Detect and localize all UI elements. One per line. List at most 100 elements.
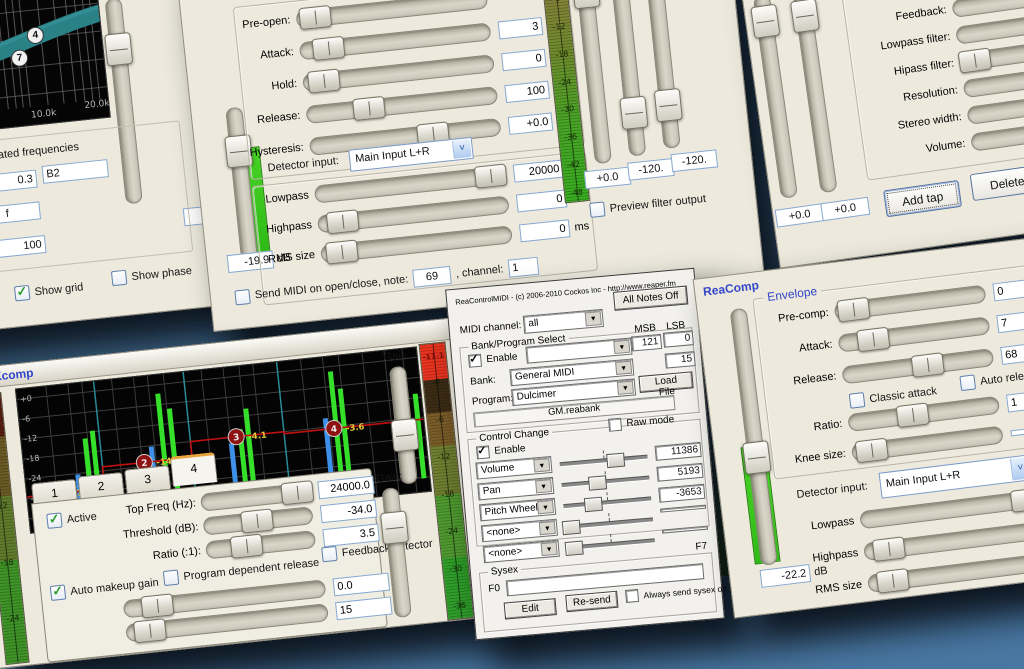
gate-rms-thumb[interactable] — [324, 239, 359, 265]
xcomp-ratio-thumb[interactable] — [229, 533, 264, 559]
gate-attack-thumb[interactable] — [311, 35, 346, 62]
comp-highpass-thumb[interactable] — [872, 536, 907, 562]
gate-wet-thumb[interactable] — [571, 0, 601, 9]
cc5-slider[interactable] — [564, 534, 655, 557]
reacontrolmidi-window: ReaControlMIDI - (c) 2006-2010 Cockos In… — [445, 267, 782, 641]
dropdown-arrow-icon[interactable]: ▼ — [584, 311, 602, 327]
show-phase-label: Show phase — [130, 264, 193, 283]
comp-envelope-title: Envelope — [762, 283, 822, 305]
comp-knee-thumb[interactable] — [854, 437, 890, 464]
xcomp-feedback-detector-checkbox[interactable] — [321, 545, 338, 563]
eq-graph[interactable]: 10.0k 20.0k 4 7 — [0, 0, 111, 145]
gate-release-thumb[interactable] — [351, 95, 386, 122]
xcomp-attack-thumb[interactable] — [140, 593, 175, 619]
xcomp-tab-4[interactable]: 4 — [169, 452, 218, 487]
reaxcomp-title: ReaXcomp — [0, 365, 35, 387]
xcomp-gain-thumb[interactable] — [390, 418, 420, 453]
gate-floor-thumb[interactable] — [653, 87, 683, 123]
comp-rms-thumb[interactable] — [875, 567, 911, 594]
comp-auto-release-checkbox[interactable] — [959, 374, 977, 392]
eq-xlabel-10k: 10.0k — [31, 108, 58, 121]
reaxcomp-window: ReaXcomp -6 -12 -18 -24 — [0, 316, 493, 669]
show-phase-checkbox[interactable] — [110, 269, 128, 287]
xcomp-band2-num: 2 — [141, 459, 148, 470]
delay-wet-slider[interactable] — [750, 0, 799, 199]
cc4-thumb[interactable] — [562, 519, 582, 536]
gate-midi-channel-value[interactable]: 1 — [507, 256, 540, 278]
cc-enable-checkbox[interactable] — [475, 445, 491, 460]
eq-curve-svg: 10.0k 20.0k — [0, 0, 111, 121]
cc2-thumb[interactable] — [588, 475, 608, 491]
delay-wet-value[interactable]: +0.0 — [774, 203, 825, 228]
delay-dry-thumb[interactable] — [789, 0, 821, 34]
gate-preopen-thumb[interactable] — [298, 4, 333, 31]
comp-classic-attack-checkbox[interactable] — [848, 392, 866, 409]
cc5-thumb[interactable] — [564, 540, 584, 557]
xcomp-threshold-thumb[interactable] — [239, 508, 274, 534]
svg-text:+0: +0 — [20, 394, 33, 404]
svg-text:-6: -6 — [22, 414, 31, 424]
comp-precomp-thumb[interactable] — [835, 296, 871, 323]
sysex-always-checkbox[interactable] — [625, 588, 640, 603]
reaeq-window: 10.0k 20.0k 4 7 Gain: 5.1 Automated freq… — [0, 0, 237, 342]
comp-knee-value[interactable] — [1010, 424, 1024, 437]
xcomp-auto-makeup-checkbox[interactable] — [49, 584, 67, 601]
gate-hold-thumb[interactable] — [306, 68, 341, 94]
xcomp-band3-threshold: -4.1 — [248, 431, 268, 443]
reacomp-window: ReaComp -22.2 dB Envelope Pre-comp: 0 At… — [692, 233, 1024, 619]
eq-gain-slider-thumb[interactable] — [104, 31, 134, 67]
xcomp-band4-threshold: -3.6 — [345, 422, 365, 434]
dropdown-arrow-icon[interactable]: ▼ — [615, 360, 633, 375]
midi-channel-select[interactable]: all ▼ — [522, 308, 604, 334]
delete-tap-button[interactable]: Delete tap — [969, 161, 1024, 202]
sysex-f0-label: F0 — [487, 582, 501, 595]
gate-highpass-thumb[interactable] — [325, 209, 360, 235]
comp-lowpass-thumb[interactable] — [1009, 487, 1024, 513]
show-grid-label: Show grid — [34, 280, 84, 298]
lsb-value[interactable]: 0 — [662, 330, 694, 348]
dropdown-arrow-icon[interactable]: ▼ — [613, 339, 631, 355]
comp-ratio-thumb[interactable] — [895, 402, 931, 429]
bank-value: General MIDI — [514, 366, 575, 383]
raw-mode-checkbox[interactable] — [608, 417, 623, 432]
delay-dry-slider[interactable] — [789, 0, 838, 194]
gate-floor-value[interactable]: -120. — [670, 149, 719, 173]
gate-dry-thumb[interactable] — [619, 95, 649, 130]
sysex-f7-label: F7 — [695, 540, 708, 553]
xcomp-release-thumb[interactable] — [133, 618, 168, 644]
xcomp-band-gain-thumb[interactable] — [379, 510, 410, 546]
cc1-thumb[interactable] — [605, 452, 625, 469]
xcomp-active-checkbox[interactable] — [46, 512, 63, 529]
xcomp-pdr-checkbox[interactable] — [162, 569, 180, 587]
gate-send-midi-checkbox[interactable] — [234, 288, 251, 305]
xcomp-topfreq-thumb[interactable] — [280, 480, 315, 506]
msb-value[interactable]: 121 — [630, 333, 663, 352]
bank-enable-checkbox[interactable] — [467, 353, 482, 368]
comp-release-thumb[interactable] — [910, 352, 946, 378]
comp-highpass-slider[interactable] — [863, 521, 1024, 562]
msb-label: MSB — [633, 322, 657, 336]
bank-enable-label: Enable — [485, 351, 518, 366]
xcomp-band4-num: 4 — [330, 425, 337, 436]
readelay-window: +0.0 +0.0 Length: Feedback: Lowpass filt… — [739, 0, 1024, 269]
gate-dry-value[interactable]: -120. — [627, 157, 675, 181]
chevron-down-icon[interactable]: ˅ — [451, 139, 472, 159]
svg-text:-12: -12 — [24, 434, 38, 444]
delay-wet-thumb[interactable] — [750, 3, 781, 40]
delay-hipass-thumb[interactable] — [957, 47, 993, 74]
chevron-down-icon[interactable]: ˅ — [1009, 456, 1024, 481]
gate-detector-value: Main Input L+R — [354, 145, 431, 166]
add-tap-button[interactable]: Add tap — [883, 179, 963, 218]
comp-detector-value: Main Input L+R — [885, 468, 962, 490]
comp-detector-label: Detector input: — [795, 480, 869, 501]
comp-attack-thumb[interactable] — [856, 326, 891, 353]
gate-preview-filter-checkbox[interactable] — [589, 201, 606, 218]
svg-text:-24: -24 — [28, 473, 42, 483]
cc3-thumb[interactable] — [583, 496, 604, 513]
gate-lowpass-thumb[interactable] — [473, 163, 508, 189]
show-grid-checkbox[interactable] — [13, 284, 31, 302]
delay-dry-value[interactable]: +0.0 — [820, 196, 871, 222]
bank-num-value[interactable]: 15 — [664, 351, 696, 369]
dropdown-arrow-icon[interactable]: ▼ — [616, 380, 634, 395]
gate-midi-channel-label: , channel: — [455, 263, 505, 281]
